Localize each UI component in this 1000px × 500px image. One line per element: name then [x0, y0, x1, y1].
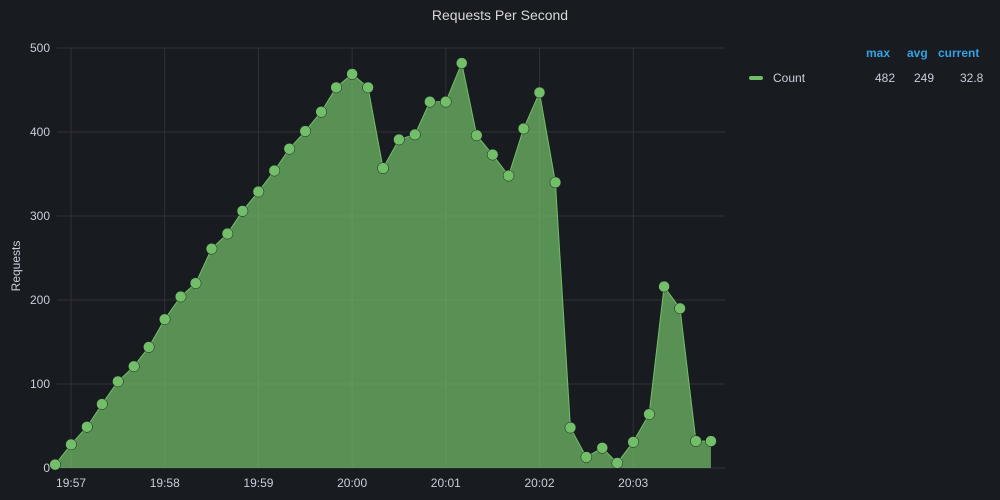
data-point[interactable]	[674, 302, 686, 315]
legend-max-value: 482	[875, 71, 896, 85]
series-points	[49, 57, 717, 471]
data-point[interactable]	[596, 442, 609, 454]
data-point[interactable]	[455, 57, 468, 69]
data-point[interactable]	[205, 243, 218, 255]
data-point[interactable]	[236, 205, 249, 217]
data-point[interactable]	[564, 421, 577, 434]
legend-current-value: 32.8	[960, 71, 984, 85]
data-point[interactable]	[611, 457, 624, 469]
x-tick-label: 20:03	[618, 476, 648, 490]
data-point[interactable]	[268, 164, 281, 177]
data-point[interactable]	[189, 277, 202, 289]
data-point[interactable]	[627, 436, 639, 448]
data-point[interactable]	[377, 162, 389, 174]
y-tick-label: 200	[30, 293, 50, 307]
legend-swatch-count[interactable]	[749, 76, 763, 80]
data-point[interactable]	[96, 398, 108, 410]
data-point[interactable]	[517, 122, 530, 135]
data-point[interactable]	[409, 128, 421, 141]
data-point[interactable]	[174, 290, 187, 303]
x-tick-label: 20:01	[431, 476, 461, 490]
data-point[interactable]	[81, 421, 93, 433]
axes: 0 100 200 300 400 500 19:57 19:58 19:59 20:00 20:0…	[30, 41, 649, 490]
data-point[interactable]	[486, 148, 499, 161]
legend-avg-value: 249	[914, 71, 935, 85]
x-tick-label: 20:00	[337, 476, 367, 490]
legend-series-name[interactable]: Count	[773, 71, 806, 85]
data-point[interactable]	[112, 375, 124, 388]
data-point[interactable]	[440, 96, 452, 108]
data-point[interactable]	[65, 438, 77, 451]
data-point[interactable]	[299, 125, 312, 137]
data-point[interactable]	[330, 81, 342, 94]
data-point[interactable]	[362, 81, 374, 94]
y-axis-label: Requests	[9, 240, 23, 292]
data-point[interactable]	[252, 185, 265, 198]
data-point[interactable]	[393, 133, 405, 146]
data-point[interactable]	[143, 341, 155, 353]
series-area-fill	[55, 63, 711, 469]
data-point[interactable]	[533, 86, 546, 99]
x-tick-label: 19:57	[56, 476, 86, 490]
y-tick-label: 300	[30, 209, 50, 223]
data-point[interactable]	[643, 408, 655, 420]
data-point[interactable]	[128, 360, 140, 373]
series-area	[54, 61, 711, 469]
data-point[interactable]	[283, 143, 296, 155]
data-point[interactable]	[49, 458, 61, 471]
legend-header-avg[interactable]: avg	[907, 46, 928, 60]
chart-title: Requests Per Second	[431, 7, 569, 23]
data-point[interactable]	[658, 280, 670, 293]
data-point[interactable]	[221, 227, 234, 240]
y-tick-label: 500	[30, 41, 50, 55]
legend-header-max[interactable]: max	[866, 46, 891, 60]
data-point[interactable]	[424, 96, 436, 108]
data-point[interactable]	[346, 68, 358, 80]
data-point[interactable]	[315, 106, 327, 118]
data-point[interactable]	[580, 451, 593, 463]
y-tick-label: 400	[30, 125, 50, 139]
legend-header-current[interactable]: current	[938, 46, 980, 60]
data-point[interactable]	[549, 176, 562, 189]
y-tick-label: 0	[43, 461, 50, 475]
x-tick-label: 19:58	[150, 476, 180, 490]
data-point[interactable]	[502, 169, 515, 182]
data-point[interactable]	[705, 435, 717, 447]
data-point[interactable]	[690, 435, 702, 447]
data-point[interactable]	[470, 129, 483, 142]
data-point[interactable]	[158, 313, 171, 326]
x-tick-label: 20:02	[524, 476, 554, 490]
y-tick-label: 100	[30, 377, 50, 391]
x-tick-label: 19:59	[243, 476, 273, 490]
